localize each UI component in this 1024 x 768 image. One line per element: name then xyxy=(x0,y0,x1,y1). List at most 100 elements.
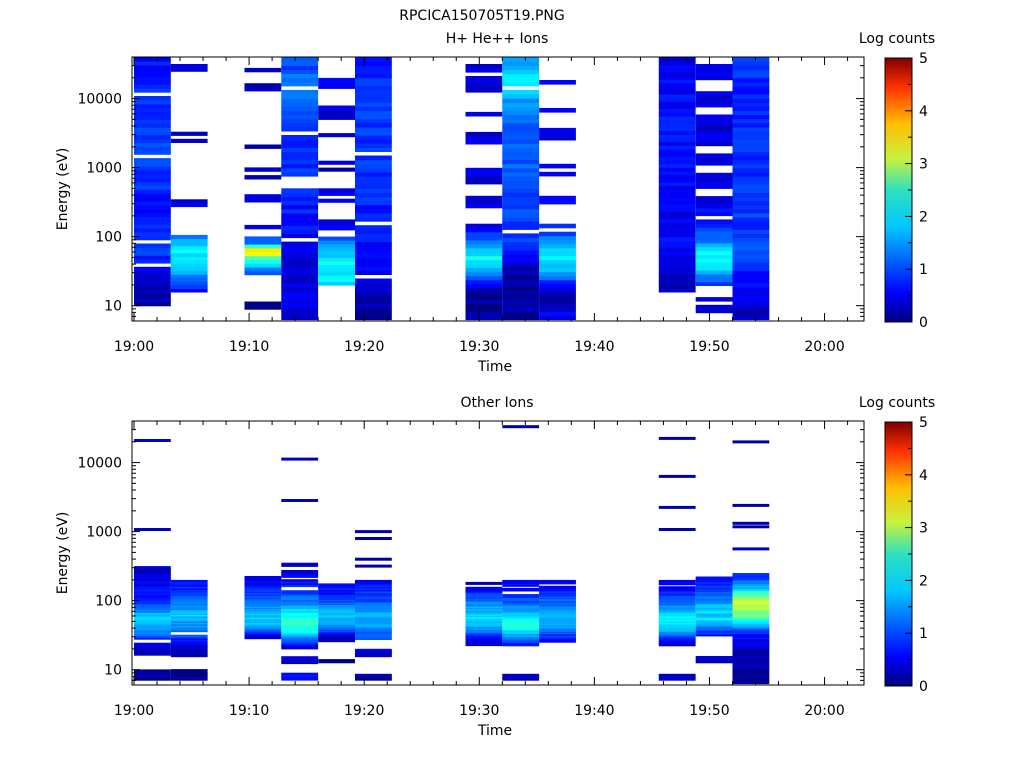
heatmap-cell xyxy=(465,596,503,599)
heatmap-cell xyxy=(281,110,319,116)
heatmap-cell xyxy=(732,635,770,638)
heatmap-cell xyxy=(502,69,540,75)
heatmap-cell xyxy=(695,608,733,611)
heatmap-cell xyxy=(695,153,733,158)
y-tick-label: 10 xyxy=(104,663,122,679)
heatmap-cell xyxy=(658,598,696,601)
heatmap-cell xyxy=(170,199,208,204)
heatmap-cell xyxy=(502,212,540,218)
heatmap-cell xyxy=(658,608,696,611)
heatmap-cell xyxy=(695,200,733,205)
heatmap-cell xyxy=(695,242,733,248)
heatmap-cell xyxy=(502,200,540,206)
heatmap-cell xyxy=(502,147,540,152)
heatmap-cell xyxy=(658,200,696,205)
heatmap-cell xyxy=(318,660,355,663)
heatmap-cell xyxy=(465,239,503,245)
heatmap-cell xyxy=(134,571,171,574)
heatmap-cell xyxy=(318,624,355,627)
heatmap-cell xyxy=(170,252,208,257)
heatmap-cell xyxy=(465,592,503,594)
heatmap-cell xyxy=(732,614,770,617)
heatmap-cell xyxy=(658,86,696,91)
heatmap-cell xyxy=(170,640,208,644)
heatmap-cell xyxy=(281,270,319,275)
heatmap-cell xyxy=(355,286,392,292)
heatmap-cell xyxy=(695,661,733,664)
heatmap-column xyxy=(134,439,171,681)
heatmap-cell xyxy=(170,277,208,282)
heatmap-cell xyxy=(355,188,392,193)
x-tick-label: 20:00 xyxy=(804,703,844,719)
heatmap-cell xyxy=(244,626,282,629)
heatmap-cell xyxy=(244,618,282,620)
heatmap-cell xyxy=(281,89,319,95)
heatmap-cell xyxy=(134,591,171,594)
heatmap-cell xyxy=(355,600,392,603)
heatmap-cell xyxy=(658,222,696,227)
heatmap-cell xyxy=(318,604,355,607)
heatmap-column xyxy=(502,57,540,321)
heatmap-cell xyxy=(658,600,696,603)
heatmap-cell xyxy=(134,671,171,674)
heatmap-cell xyxy=(502,282,540,288)
heatmap-cell xyxy=(539,625,576,628)
y-tick-label: 10 xyxy=(104,299,122,315)
heatmap-cell xyxy=(134,582,171,585)
heatmap-cell xyxy=(732,233,770,239)
heatmap-cell xyxy=(502,594,540,597)
colorbar xyxy=(884,57,913,323)
heatmap-cell xyxy=(355,65,392,70)
heatmap-column xyxy=(134,57,171,307)
heatmap-cell xyxy=(244,263,282,268)
heatmap-cell xyxy=(695,607,733,610)
heatmap-cell xyxy=(695,266,733,271)
heatmap-cell xyxy=(658,178,696,183)
heatmap-cell xyxy=(281,575,319,578)
heatmap-cell xyxy=(732,616,770,619)
heatmap-column xyxy=(465,581,503,647)
heatmap-cell xyxy=(695,619,733,622)
heatmap-cell xyxy=(244,255,282,260)
heatmap-cell xyxy=(502,77,540,83)
heatmap-cell xyxy=(695,599,733,602)
heatmap-cell xyxy=(465,588,503,591)
heatmap-cell xyxy=(465,247,503,253)
heatmap-cell xyxy=(695,610,733,613)
heatmap-column xyxy=(170,579,208,681)
heatmap-cell xyxy=(134,651,171,654)
heatmap-cell xyxy=(465,607,503,610)
heatmap-cell xyxy=(502,633,540,636)
heatmap-cell xyxy=(355,98,392,103)
heatmap-column xyxy=(244,67,282,310)
heatmap-cell xyxy=(170,249,208,254)
heatmap-cell xyxy=(465,131,503,137)
heatmap-cell xyxy=(134,619,171,622)
heatmap-cell xyxy=(732,657,770,660)
heatmap-cell xyxy=(244,175,282,180)
heatmap-cell xyxy=(318,631,355,634)
heatmap-cell xyxy=(732,621,770,624)
heatmap-cell xyxy=(281,262,319,267)
heatmap-cell xyxy=(170,601,208,604)
heatmap-line xyxy=(355,537,392,540)
heatmap-cell xyxy=(658,148,696,154)
heatmap-cell xyxy=(244,301,282,306)
heatmap-cell xyxy=(244,582,282,585)
heatmap-cell xyxy=(695,626,733,629)
heatmap-cell xyxy=(465,615,503,617)
heatmap-cell xyxy=(658,79,696,84)
heatmap-cell xyxy=(695,99,733,104)
heatmap-cell xyxy=(244,581,282,584)
heatmap-cell xyxy=(170,131,208,136)
heatmap-cell xyxy=(539,632,576,634)
heatmap-cell xyxy=(695,203,733,209)
heatmap-cell xyxy=(695,657,733,660)
heatmap-cell xyxy=(134,575,171,578)
heatmap-cell xyxy=(658,108,696,113)
heatmap-cell xyxy=(465,271,503,277)
heatmap-cell xyxy=(732,188,770,193)
heatmap-cell xyxy=(170,590,208,594)
heatmap-cell xyxy=(281,274,319,280)
heatmap-cell xyxy=(502,130,540,136)
